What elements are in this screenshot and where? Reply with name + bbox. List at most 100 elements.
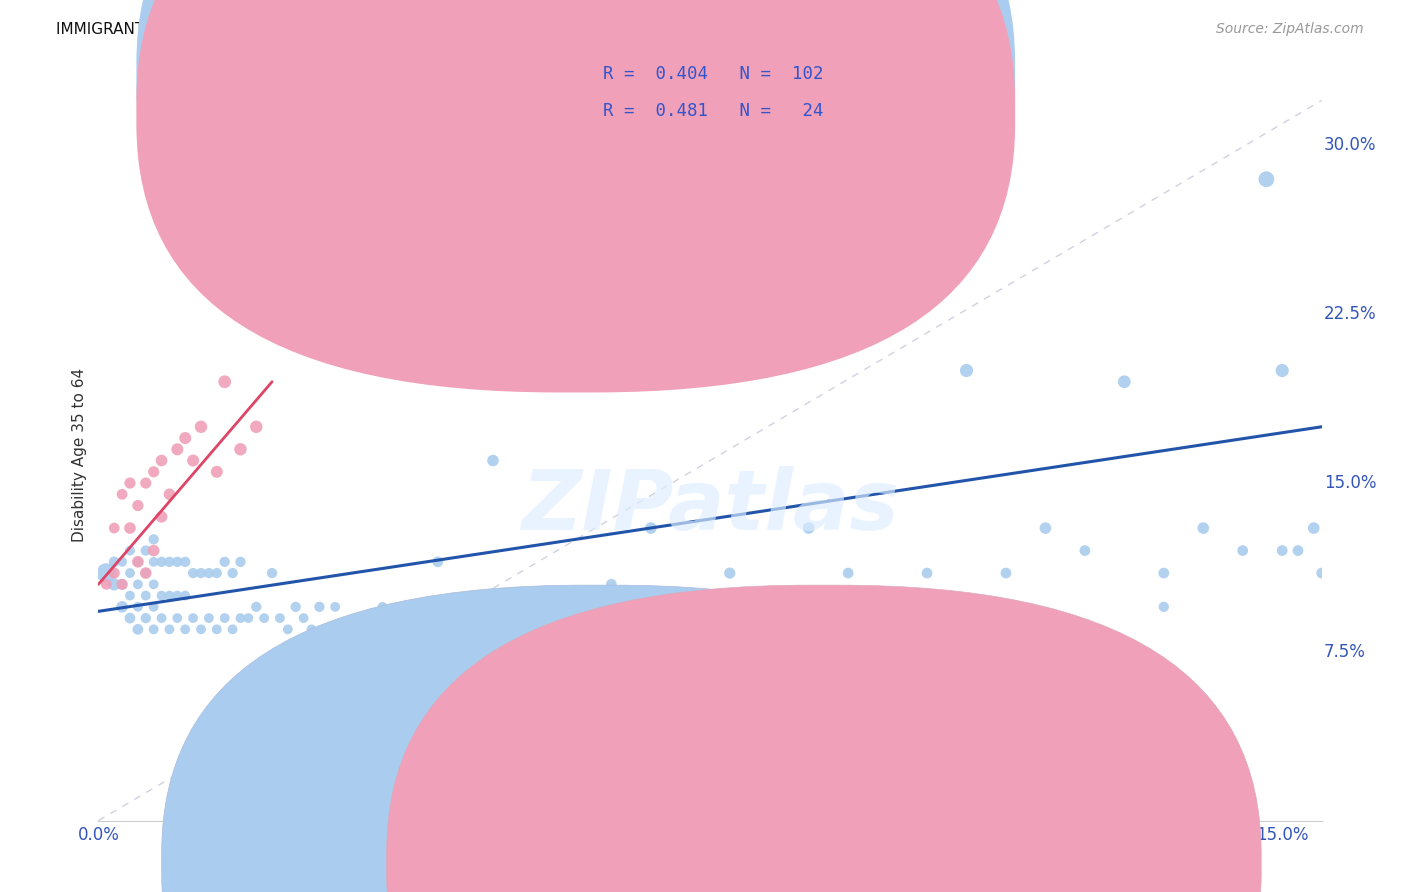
Point <box>1310 566 1333 580</box>
Point <box>1256 172 1278 186</box>
Point <box>150 509 173 524</box>
Text: R =  0.481   N =   24: R = 0.481 N = 24 <box>603 103 824 120</box>
Point <box>245 419 267 434</box>
Point <box>1192 521 1215 535</box>
Point <box>190 623 212 637</box>
Point <box>111 487 134 501</box>
Text: Immigrants from Fiji: Immigrants from Fiji <box>848 856 1001 871</box>
Point <box>221 623 243 637</box>
Point <box>181 453 204 467</box>
Point <box>837 566 859 580</box>
Point <box>159 555 181 569</box>
Text: IMMIGRANTS FROM PERU VS IMMIGRANTS FROM FIJI DISABILITY AGE 35 TO 64 CORRELATION: IMMIGRANTS FROM PERU VS IMMIGRANTS FROM … <box>56 22 823 37</box>
Point <box>284 599 307 614</box>
Point <box>323 599 346 614</box>
Point <box>205 623 228 637</box>
Point <box>135 566 157 580</box>
Point <box>181 566 204 580</box>
Point <box>380 623 402 637</box>
Point <box>135 543 157 558</box>
Point <box>135 611 157 625</box>
Point <box>640 521 662 535</box>
Point <box>103 577 125 591</box>
Point <box>624 599 647 614</box>
Point <box>118 611 141 625</box>
Point <box>118 521 141 535</box>
Point <box>174 555 197 569</box>
Point <box>221 566 243 580</box>
Point <box>103 555 125 569</box>
Point <box>292 611 315 625</box>
Point <box>142 599 165 614</box>
Point <box>174 431 197 445</box>
Point <box>127 555 149 569</box>
Text: 30.0%: 30.0% <box>1324 136 1376 154</box>
Point <box>142 577 165 591</box>
Point <box>363 623 385 637</box>
Point <box>600 577 623 591</box>
Point <box>498 599 520 614</box>
Point <box>703 240 725 254</box>
Point <box>915 566 938 580</box>
Point <box>1153 566 1175 580</box>
Point <box>301 623 323 637</box>
Point <box>1114 375 1136 389</box>
Point <box>332 623 354 637</box>
Point <box>174 589 197 603</box>
Y-axis label: Disability Age 35 to 64: Disability Age 35 to 64 <box>72 368 87 542</box>
Point <box>150 611 173 625</box>
Point <box>758 363 780 377</box>
Point <box>166 555 188 569</box>
Point <box>96 566 118 580</box>
Point <box>135 476 157 491</box>
Point <box>679 599 702 614</box>
Point <box>1035 521 1057 535</box>
Point <box>1232 543 1254 558</box>
Point <box>159 487 181 501</box>
Point <box>118 476 141 491</box>
Point <box>190 419 212 434</box>
Point <box>142 465 165 479</box>
Point <box>198 566 221 580</box>
Text: Immigrants from Peru: Immigrants from Peru <box>621 856 789 871</box>
Point <box>371 599 394 614</box>
Point <box>127 555 149 569</box>
Point <box>955 363 977 377</box>
Text: 7.5%: 7.5% <box>1324 643 1367 661</box>
Point <box>103 566 125 580</box>
Point <box>142 555 165 569</box>
Point <box>127 599 149 614</box>
Text: 15.0%: 15.0% <box>1324 474 1376 492</box>
Point <box>229 442 252 457</box>
Point <box>159 623 181 637</box>
Point <box>127 577 149 591</box>
Point <box>561 589 583 603</box>
Point <box>150 555 173 569</box>
Point <box>142 533 165 547</box>
Point <box>111 555 134 569</box>
Point <box>269 611 291 625</box>
Point <box>245 599 267 614</box>
Point <box>546 712 568 726</box>
Point <box>347 611 370 625</box>
Point <box>404 701 426 715</box>
Point <box>111 577 134 591</box>
Point <box>142 543 165 558</box>
Point <box>159 589 181 603</box>
Point <box>96 577 118 591</box>
Point <box>277 623 299 637</box>
Point <box>308 599 330 614</box>
Point <box>1271 363 1294 377</box>
Point <box>229 611 252 625</box>
Point <box>214 555 236 569</box>
Text: R =  0.404   N =  102: R = 0.404 N = 102 <box>603 65 824 83</box>
Text: 22.5%: 22.5% <box>1324 305 1376 323</box>
Point <box>1302 521 1324 535</box>
Point <box>205 566 228 580</box>
Point <box>253 611 276 625</box>
Point <box>111 577 134 591</box>
Point <box>166 442 188 457</box>
Point <box>1074 543 1097 558</box>
Point <box>150 589 173 603</box>
Point <box>994 566 1017 580</box>
